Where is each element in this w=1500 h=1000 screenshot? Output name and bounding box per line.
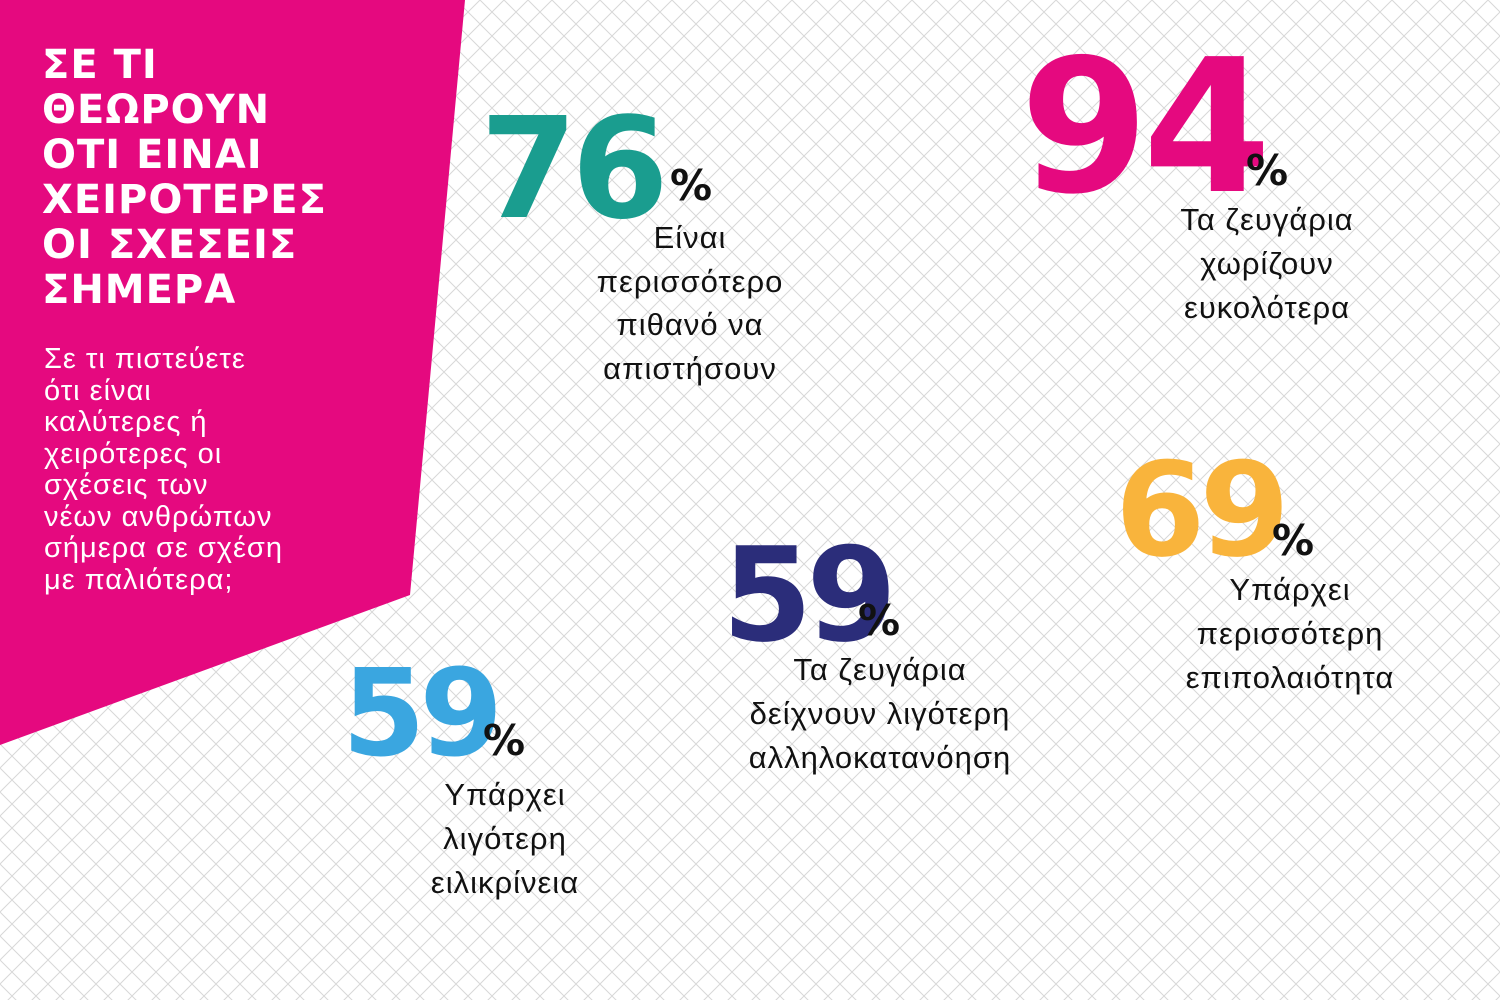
stat-unit: % <box>483 716 526 765</box>
question-line: με παλιότερα; <box>44 563 234 596</box>
stat-label: Υπάρχει <box>444 777 566 812</box>
stat-label: απιστήσουν <box>603 350 777 386</box>
stat-label: επιπολαιότητα <box>1185 660 1395 695</box>
stat-label: χωρίζουν <box>1200 246 1334 281</box>
stat-label: ευκολότερα <box>1184 290 1350 325</box>
stat-label: πιθανό να <box>616 307 764 342</box>
question-line: ότι είναι <box>44 374 152 407</box>
question-line: σχέσεις των <box>44 469 209 501</box>
stat-label: περισσότερο <box>596 263 784 299</box>
stat-value: 69 <box>1115 434 1290 586</box>
question-line: νέων ανθρώπων <box>44 500 273 533</box>
question-line: Σε τι πιστεύετε <box>44 343 246 375</box>
stat-value: 59 <box>342 645 503 784</box>
stat-label: δείχνουν λιγότερη <box>749 696 1011 731</box>
stat-label: Τα ζευγάρια <box>793 652 967 687</box>
stat-unit: % <box>1272 516 1315 565</box>
title-line: ΧΕΙΡΟΤΕΡΕΣ <box>42 177 327 223</box>
stat-label: λιγότερη <box>443 821 567 856</box>
stat-unit: % <box>670 161 713 210</box>
stat-label: Είναι <box>653 220 727 255</box>
stat-label: περισσότερη <box>1196 616 1384 651</box>
title-line: ΣΗΜΕΡΑ <box>42 267 237 313</box>
stat-label: Τα ζευγάρια <box>1180 202 1354 237</box>
question-line: χειρότερες οι <box>44 437 223 470</box>
pink-panel <box>0 0 465 745</box>
stat-label: Υπάρχει <box>1229 572 1351 607</box>
stat-label: αλληλοκατανόηση <box>748 740 1012 775</box>
stat-label: ειλικρίνεια <box>430 865 580 900</box>
title-line: ΟΤΙ ΕΙΝΑΙ <box>42 132 263 178</box>
stat-value: 94 <box>1020 19 1271 235</box>
title-line: ΘΕΩΡΟΥΝ <box>42 87 271 133</box>
stat-value: 59 <box>722 519 897 671</box>
question-line: σήμερα σε σχέση <box>44 532 283 564</box>
stat-unit: % <box>1246 146 1289 195</box>
question-line: καλύτερες ή <box>44 406 208 438</box>
title-line: ΟΙ ΣΧΕΣΕΙΣ <box>42 222 298 268</box>
stat-value: 76 <box>480 88 669 251</box>
title-line: ΣΕ ΤΙ <box>42 42 158 88</box>
stat-unit: % <box>858 596 901 645</box>
